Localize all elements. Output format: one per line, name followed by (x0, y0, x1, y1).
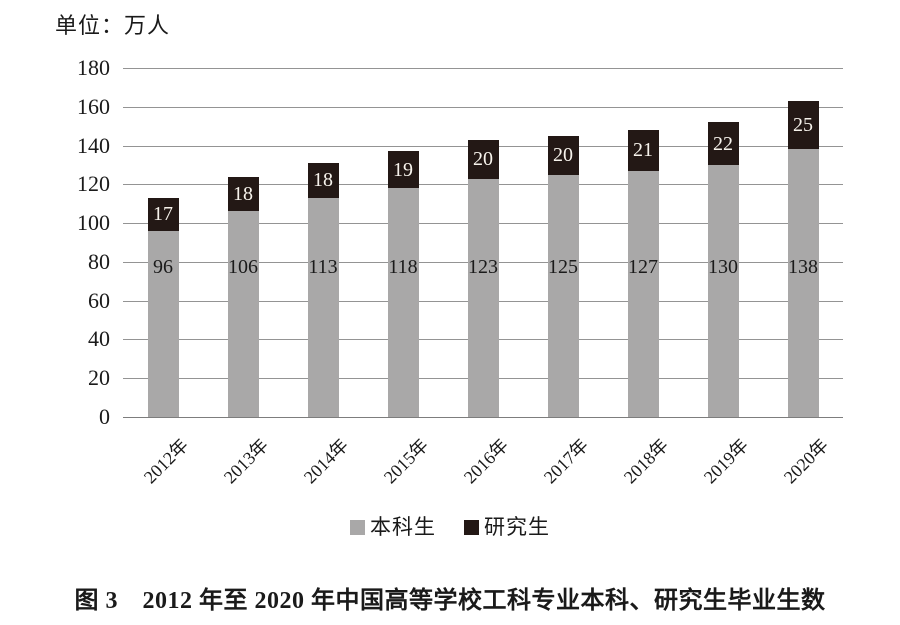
x-axis-label: 2016年 (459, 435, 513, 488)
bar-graduate-segment (307, 163, 339, 198)
bar-graduate-value-label: 21 (633, 139, 653, 161)
bar-undergrad-value-label: 123 (468, 256, 498, 278)
x-axis-label: 2014年 (299, 435, 353, 488)
bar-undergrad-segment (387, 188, 419, 417)
y-axis-tick-label: 160 (77, 94, 110, 119)
legend-swatch-graduate (464, 519, 479, 535)
y-axis-tick-label: 60 (88, 288, 110, 313)
bar-undergrad-value-label: 106 (228, 256, 258, 278)
bar-undergrad-value-label: 127 (628, 256, 658, 278)
x-axis-baseline (123, 417, 843, 418)
y-axis-tick-label: 180 (77, 55, 110, 80)
gridline (123, 68, 843, 69)
bar-undergrad-value-label: 113 (308, 256, 338, 278)
figure-caption: 图 3 2012 年至 2020 年中国高等学校工科专业本科、研究生毕业生数 (74, 588, 826, 614)
x-axis-label: 2017年 (539, 435, 593, 488)
bar-undergrad-segment (547, 174, 579, 417)
x-axis-label: 2019年 (699, 435, 753, 488)
y-axis-tick-label: 100 (77, 210, 110, 235)
bar-graduate-segment (707, 122, 739, 165)
bar-graduate-segment (627, 130, 659, 171)
x-axis-label: 2012年 (139, 435, 193, 488)
bar-graduate-value-label: 18 (313, 169, 333, 191)
bar-undergrad-segment (787, 149, 819, 417)
y-axis-tick-label: 140 (77, 133, 110, 158)
bar-graduate-value-label: 17 (153, 203, 173, 225)
x-axis-label: 2020年 (779, 435, 833, 488)
bar-undergrad-value-label: 130 (708, 256, 738, 278)
chart-legend: 本科生 研究生 (0, 516, 900, 538)
bar-undergrad-segment (307, 197, 339, 417)
bar-undergrad-segment (227, 211, 259, 417)
y-axis-tick-label: 120 (77, 171, 110, 196)
bar-undergrad-value-label: 125 (548, 256, 578, 278)
bar-graduate-value-label: 20 (473, 148, 493, 170)
bar-undergrad-value-label: 118 (388, 256, 418, 278)
x-axis-label: 2015年 (379, 435, 433, 488)
bar-graduate-segment (467, 139, 499, 179)
legend-label: 研究生 (484, 515, 550, 539)
bar-graduate-value-label: 19 (393, 159, 413, 181)
legend-item: 本科生 (350, 516, 436, 538)
bar-undergrad-segment (467, 178, 499, 417)
x-axis-label: 2013年 (219, 435, 273, 488)
bar-undergrad-segment (627, 170, 659, 417)
bar-graduate-segment (387, 151, 419, 189)
y-axis-tick-label: 0 (99, 404, 110, 429)
legend-label: 本科生 (370, 515, 436, 539)
gridline (123, 107, 843, 108)
y-axis-tick-label: 80 (88, 249, 110, 274)
bar-graduate-segment (147, 197, 179, 231)
unit-label: 单位：万人 (55, 13, 171, 38)
bar-graduate-segment (547, 135, 579, 175)
bar-graduate-value-label: 18 (233, 183, 253, 205)
legend-swatch-undergrad (350, 519, 365, 535)
bar-undergrad-segment (147, 230, 179, 417)
bar-graduate-value-label: 25 (793, 114, 813, 136)
bar-graduate-value-label: 22 (713, 133, 733, 155)
bar-undergrad-segment (707, 164, 739, 417)
y-axis-tick-label: 20 (88, 365, 110, 390)
bar-graduate-segment (227, 176, 259, 212)
bar-graduate-segment (787, 100, 819, 150)
bar-undergrad-value-label: 138 (788, 256, 818, 278)
legend-item: 研究生 (464, 516, 550, 538)
x-axis-label: 2018年 (619, 435, 673, 488)
y-axis-tick-label: 40 (88, 326, 110, 351)
bar-graduate-value-label: 20 (553, 144, 573, 166)
bar-undergrad-value-label: 96 (153, 256, 173, 278)
